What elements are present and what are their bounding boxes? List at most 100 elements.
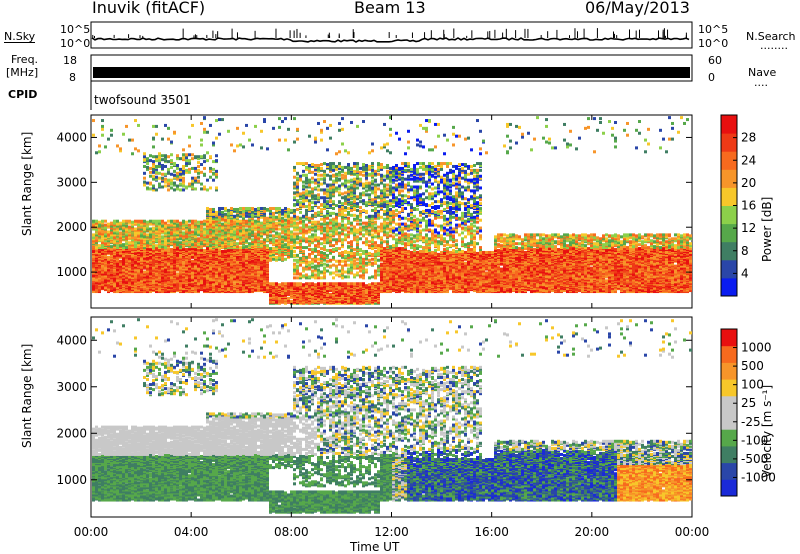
power-cell [281,235,284,238]
power-cell [200,139,203,142]
power-cell [203,167,206,170]
power-cell [320,226,323,229]
power-cell [323,263,326,266]
power-cell [164,165,167,168]
power-cell [287,297,290,300]
power-cell [161,167,164,170]
power-cell [182,180,185,183]
power-cell [170,173,173,176]
power-cell [320,276,323,279]
power-cell [197,169,200,172]
power-cell [167,179,170,182]
power-cell [188,159,191,162]
power-cell [173,182,176,185]
power-cell [209,170,212,173]
power-cell [242,132,245,135]
power-cell [284,214,287,217]
power-cell [311,194,314,197]
power-cell [284,219,287,222]
power-cell [320,237,323,240]
power-cell [191,240,194,243]
power-cell [245,124,248,127]
power-cell [317,221,320,224]
power-cell [92,282,95,285]
power-cell [200,187,203,190]
power-cell [149,167,152,170]
power-cell [248,223,251,226]
power-cell [176,178,179,181]
power-cell [254,232,257,235]
power-cell [200,183,203,186]
power-cell [176,175,179,178]
power-cell [116,220,119,223]
power-cell [143,158,146,161]
power-cell [104,145,107,148]
power-cell [293,228,296,231]
power-cell [194,279,197,282]
power-cell [299,227,302,230]
power-cell [302,170,305,173]
power-cell [251,211,254,214]
power-cell [188,183,191,186]
power-cell [251,143,254,146]
power-cell [281,209,284,212]
power-cell [245,245,248,248]
power-cell [149,175,152,178]
power-cell [203,249,206,252]
power-cell [308,275,311,278]
power-cell [314,276,317,279]
power-cell [242,145,245,148]
power-cell [191,124,194,127]
power-cell [311,206,314,209]
power-cell [125,220,128,223]
power-cell [119,231,122,234]
power-cell [323,215,326,218]
power-cell [287,148,290,151]
power-cell [92,274,95,277]
power-cell [260,146,263,149]
power-cell [296,128,299,131]
power-cell [191,260,194,263]
power-cell [299,248,302,251]
power-cell [323,199,326,202]
power-cell [284,139,287,142]
power-cell [158,278,161,281]
power-cell [299,239,302,242]
power-cell [137,224,140,227]
power-cell [239,207,242,210]
power-cell [293,259,296,262]
power-cell [245,239,248,242]
power-cell [314,248,317,251]
power-cell [152,220,155,223]
power-cell [164,222,167,225]
power-cell [98,244,101,247]
power-cell [182,188,185,191]
power-cell [173,131,176,134]
power-cell [245,228,248,231]
power-cell [185,159,188,162]
power-cell [200,234,203,237]
power-cell [299,264,302,267]
power-cell [158,165,161,168]
power-cell [275,282,278,285]
power-cell [320,129,323,132]
power-cell [95,228,98,231]
power-cell [290,238,293,241]
power-cell [164,124,167,127]
power-cell [146,221,149,224]
power-cell [290,300,293,303]
power-cell [194,187,197,190]
power-cell [314,197,317,200]
power-cell [182,156,185,159]
power-cell [110,129,113,132]
power-cell [293,222,296,225]
power-cell [155,176,158,179]
power-cell [128,139,131,142]
power-cell [245,225,248,228]
power-cell [269,250,272,253]
power-cell [209,176,212,179]
power-cell [92,134,95,137]
power-cell [305,162,308,165]
power-cell [272,127,275,130]
power-cell [302,196,305,199]
